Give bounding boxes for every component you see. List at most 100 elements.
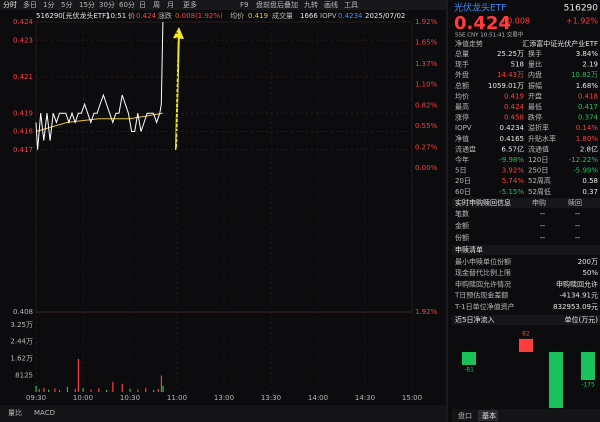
tool-button[interactable]: 叠加: [284, 0, 298, 9]
row-value: --: [575, 234, 581, 242]
volume-bar: [38, 388, 40, 392]
row-label: 笔数: [455, 209, 469, 218]
row-value: --: [540, 210, 546, 218]
row-value: 申购赎回允许: [556, 279, 598, 288]
period-tab[interactable]: 5分: [61, 0, 72, 9]
section-title: 实时申购赎回信息: [455, 198, 511, 207]
period-tab[interactable]: 60分: [119, 0, 135, 9]
stat-value: 518: [511, 61, 524, 69]
row-label: 金额: [455, 221, 469, 230]
stat-label: 净值: [455, 134, 469, 143]
change: +0.008: [500, 17, 530, 26]
section-bg: [452, 198, 600, 208]
stat-value: 5.74%: [502, 177, 525, 185]
inflow-bar: [519, 338, 533, 352]
stat-label: 最高: [455, 102, 469, 111]
stat-label: 总额: [455, 81, 469, 90]
indicator-tab[interactable]: 量比: [8, 408, 22, 417]
stat-value: 0.58: [582, 177, 598, 185]
period-tab[interactable]: 15分: [79, 0, 95, 9]
volume-tick-label: 1.62万: [10, 355, 33, 363]
stat-label: 52周高: [528, 176, 551, 185]
period-tab[interactable]: 30分: [99, 0, 115, 9]
quote-field: 516290[光伏龙头ETF]: [36, 11, 109, 20]
stat-label: 外盘: [455, 70, 469, 79]
stat-value: 14.43万: [497, 71, 524, 79]
row-value: --: [540, 234, 546, 242]
stat-label: 涨停: [455, 113, 469, 122]
volume-bar: [54, 388, 56, 392]
volume-bar: [98, 388, 100, 392]
time-tick-label: 09:30: [26, 394, 46, 402]
panel-tab[interactable]: 基本: [482, 411, 496, 420]
stat-value: 0.424: [504, 103, 525, 111]
row-label: 净值走势: [455, 39, 483, 48]
stat-value: 1059.01万: [488, 82, 524, 90]
row-value: --: [540, 222, 546, 230]
tool-button[interactable]: 九转: [304, 0, 318, 9]
volume-bar: [153, 389, 155, 392]
fund-code: 516290: [564, 4, 599, 14]
volume-bar: [112, 381, 114, 392]
volume-bar: [48, 389, 50, 392]
period-tab[interactable]: 更多: [183, 0, 197, 9]
stat-label: IOPV: [455, 124, 472, 132]
time-tick-label: 13:30: [261, 394, 281, 402]
last-price: 0.424: [454, 13, 511, 34]
row-label: 份额: [455, 233, 469, 242]
right-tabs-bg: [452, 409, 600, 422]
period-tab[interactable]: 1分: [43, 0, 54, 9]
row-label: 现金替代比例上限: [455, 268, 511, 277]
volume-tick-label: 3.25万: [10, 321, 33, 329]
quote-field: 2025/07/02: [365, 12, 405, 20]
stat-label: 52周低: [528, 187, 551, 196]
volume-bar: [121, 383, 123, 392]
quote-field: 成交量: [272, 11, 293, 20]
stat-label: 5日: [455, 167, 466, 175]
tool-button[interactable]: 盘前盘后: [256, 0, 284, 9]
stat-value: 1.68%: [576, 82, 599, 90]
inflow-label: 82: [522, 330, 530, 337]
volume-bar: [35, 385, 37, 392]
volume-bar: [160, 375, 163, 392]
lower-right-label: 1.92%: [415, 308, 438, 316]
stat-label: 开盘: [528, 91, 542, 100]
stat-label: 均价: [455, 91, 469, 100]
tool-button[interactable]: 工具: [344, 1, 358, 9]
time-tick-label: 10:00: [73, 394, 93, 402]
inflow-label: -81: [464, 366, 474, 373]
stat-value: 0.417: [578, 103, 598, 111]
section-title: 近5日净流入: [455, 315, 494, 324]
tool-button[interactable]: F9: [240, 1, 248, 9]
quote-field: 1666: [300, 12, 318, 20]
pct-tick-label: 0.55%: [415, 122, 438, 130]
tool-button[interactable]: 画线: [324, 0, 338, 9]
volume-bar: [90, 389, 92, 392]
row-value: 50%: [582, 269, 598, 277]
quote-field: 价: [128, 12, 135, 20]
bottom-tabs-bg: [0, 405, 446, 422]
quote-field: 0.008(1.92%): [175, 12, 223, 20]
stat-value: 10.82万: [571, 71, 598, 79]
status: SSE CNY 10:51:41 交易中: [455, 31, 523, 39]
stat-value: 0.37: [582, 188, 598, 196]
period-tab[interactable]: 多日: [23, 0, 37, 9]
period-tab[interactable]: 分时: [3, 0, 17, 9]
volume-bar: [82, 387, 84, 392]
lower-left-label: 0.408: [13, 308, 33, 316]
volume-bar: [129, 388, 131, 392]
period-tab[interactable]: 周: [153, 1, 160, 9]
stat-value: 6.57亿: [501, 144, 524, 153]
time-tick-label: 15:00: [402, 394, 422, 402]
panel-tab[interactable]: 盘口: [458, 411, 472, 420]
stat-label: 溢折率: [528, 123, 549, 132]
inflow-label: -350: [549, 403, 563, 410]
stat-value: 1.80%: [576, 135, 599, 143]
period-tab[interactable]: 日: [139, 1, 146, 9]
stat-label: 换手: [528, 49, 542, 58]
indicator-tab[interactable]: MACD: [34, 409, 55, 417]
quote-field: IOPV: [320, 12, 337, 20]
period-tab[interactable]: 月: [167, 1, 174, 9]
row-value: --: [575, 210, 581, 218]
